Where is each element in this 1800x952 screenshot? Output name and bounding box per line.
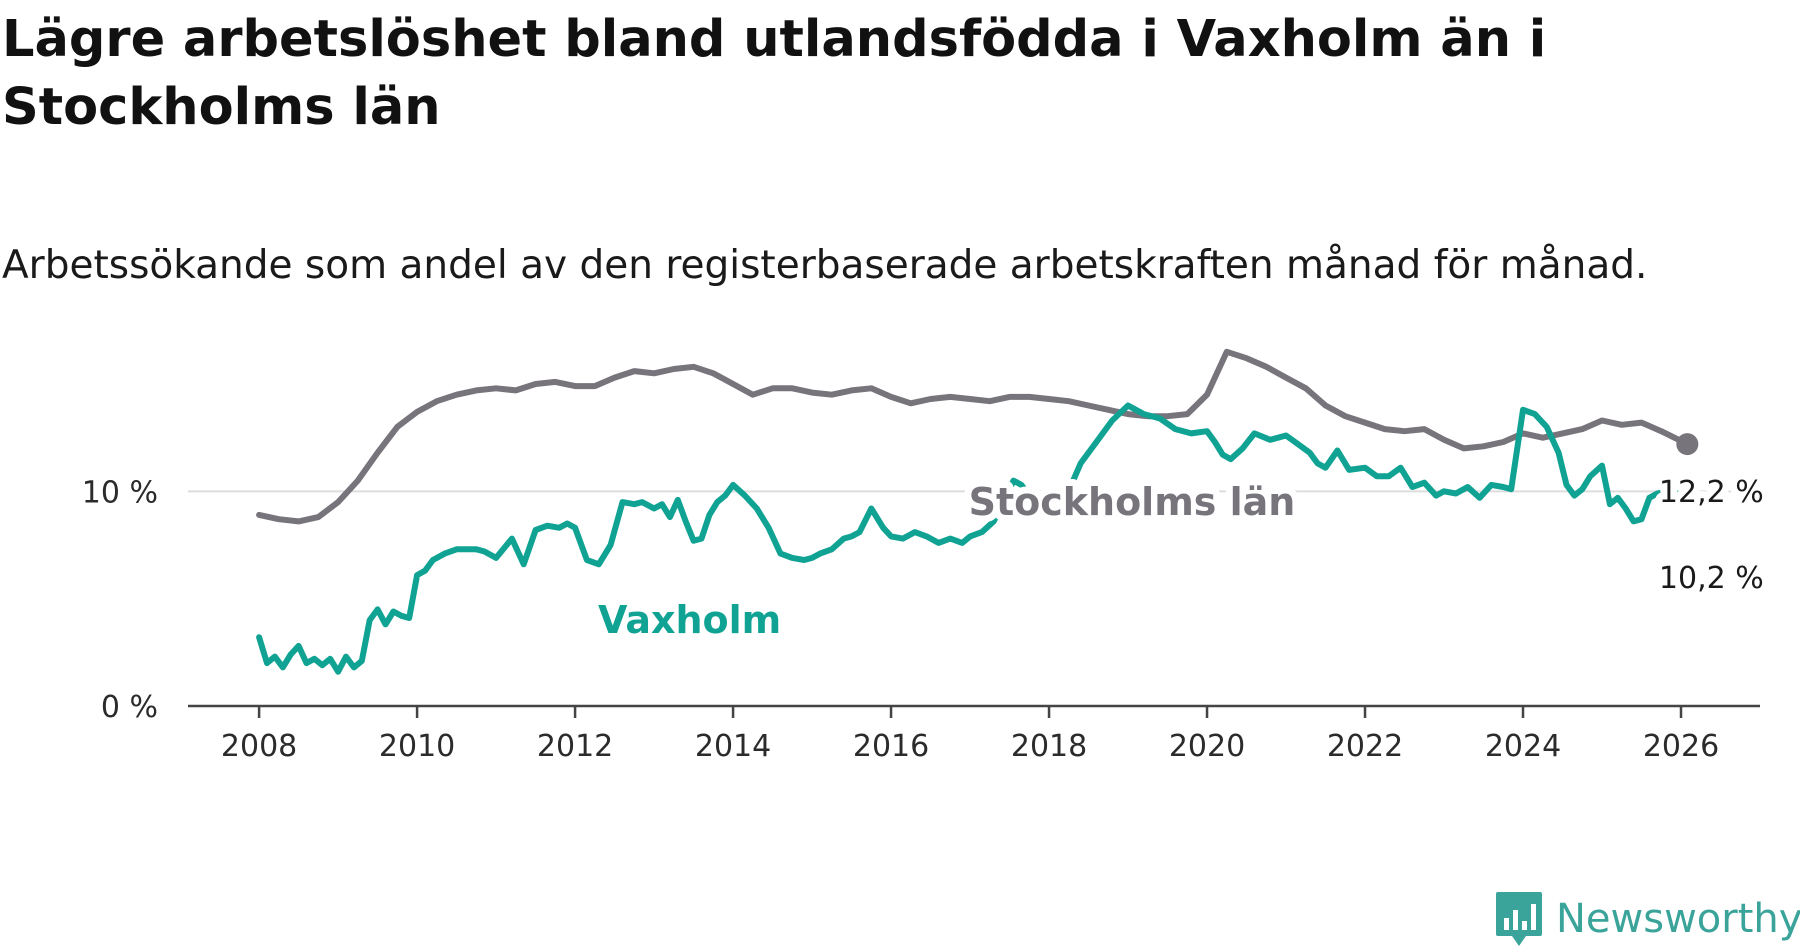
- y-tick-label: 0 %: [101, 690, 158, 725]
- x-tick-label: 2024: [1485, 729, 1561, 764]
- x-axis: 2008 2010 2012 2014 2016 2018 2020 2022 2024 2026: [188, 704, 1760, 764]
- newsworthy-logo-icon: [1496, 892, 1542, 946]
- end-label-stockholm-halo: 12,2 %: [1659, 475, 1764, 510]
- x-tick-label: 2018: [1011, 729, 1087, 764]
- brand-name: Newsworthy: [1556, 896, 1800, 942]
- series-lines: [256, 348, 1699, 675]
- y-tick-label: 10 %: [82, 475, 158, 510]
- series-label-vaxholm-halo: Vaxholm: [598, 598, 781, 642]
- series-label-stockholm: Stockholms län: [969, 480, 1296, 524]
- x-tick-label: 2014: [695, 729, 771, 764]
- newsworthy-logo: Newsworthy: [1494, 886, 1800, 952]
- x-tick-label: 2026: [1643, 729, 1719, 764]
- x-tick-label: 2008: [221, 729, 297, 764]
- chart-subtitle: Arbetssökande som andel av den registerb…: [2, 243, 1648, 288]
- end-label-vaxholm: 10,2 %: [1659, 561, 1764, 596]
- x-tick-label: 2016: [853, 729, 929, 764]
- series-label-vaxholm: Vaxholm: [598, 598, 781, 642]
- x-tick-label: 2010: [379, 729, 455, 764]
- series-label-stockholm-halo: Stockholms län: [969, 480, 1296, 524]
- y-axis-labels: 0 % 10 %: [82, 475, 158, 725]
- chart-title: Lägre arbetslöshet bland utlandsfödda i …: [2, 10, 1547, 137]
- x-tick-label: 2012: [537, 729, 613, 764]
- end-marker-stockholms-l-n: [1676, 433, 1699, 456]
- x-tick-label: 2022: [1327, 729, 1403, 764]
- x-tick-label: 2020: [1169, 729, 1245, 764]
- end-label-stockholm: 12,2 %: [1659, 475, 1764, 510]
- end-label-vaxholm-halo: 10,2 %: [1659, 561, 1764, 596]
- series-line-vaxholm: [256, 402, 1691, 675]
- series-line-stockholms-l-n: [256, 348, 1691, 525]
- end-marker-vaxholm: [1676, 476, 1699, 499]
